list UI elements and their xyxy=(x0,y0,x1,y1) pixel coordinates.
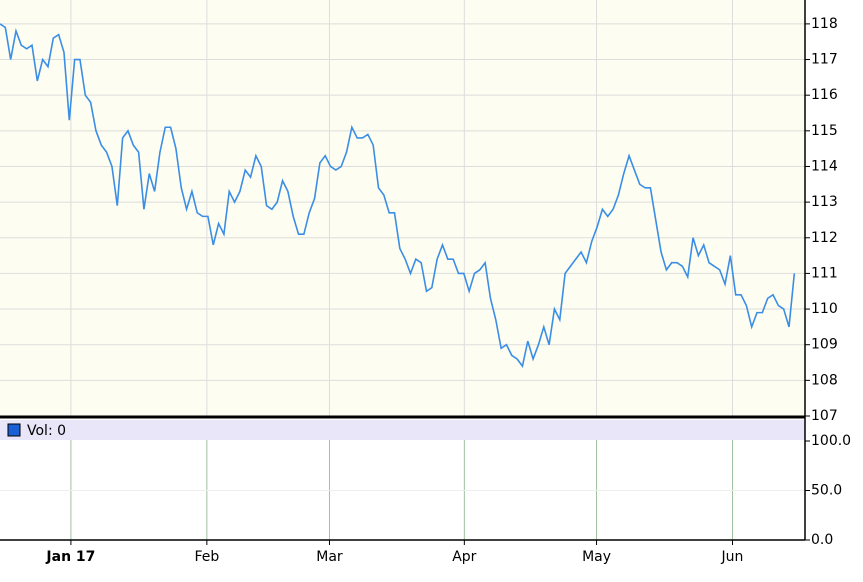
x-tick-label: Jun xyxy=(721,549,744,565)
legend-label: Vol: 0 xyxy=(27,423,66,439)
y-tick-label: 114 xyxy=(811,158,838,174)
y-tick-label: 116 xyxy=(811,87,838,103)
legend-band xyxy=(0,420,805,440)
x-tick-label: Mar xyxy=(316,549,343,565)
y-tick-label: 107 xyxy=(811,408,838,424)
y-tick-label: 117 xyxy=(811,52,838,68)
y-tick-label: 109 xyxy=(811,337,838,353)
price-line xyxy=(0,23,796,368)
y-tick-label: 50.0 xyxy=(811,483,842,499)
y-tick-label: 100.0 xyxy=(811,433,851,449)
legend-swatch xyxy=(7,423,21,437)
price-panel xyxy=(0,0,805,416)
y-tick-label: 113 xyxy=(811,194,838,210)
x-tick-label: Apr xyxy=(452,549,476,565)
y-tick-label: 110 xyxy=(811,301,838,317)
x-tick-label: Feb xyxy=(194,549,219,565)
x-tick-label: May xyxy=(582,549,611,565)
y-tick-label: 0.0 xyxy=(811,532,833,548)
y-tick-label: 118 xyxy=(811,16,838,32)
y-tick-label: 111 xyxy=(811,265,838,281)
y-tick-label: 112 xyxy=(811,230,838,246)
y-tick-label: 115 xyxy=(811,123,838,139)
x-tick-label: Jan 17 xyxy=(45,549,95,565)
y-tick-label: 108 xyxy=(811,372,838,388)
